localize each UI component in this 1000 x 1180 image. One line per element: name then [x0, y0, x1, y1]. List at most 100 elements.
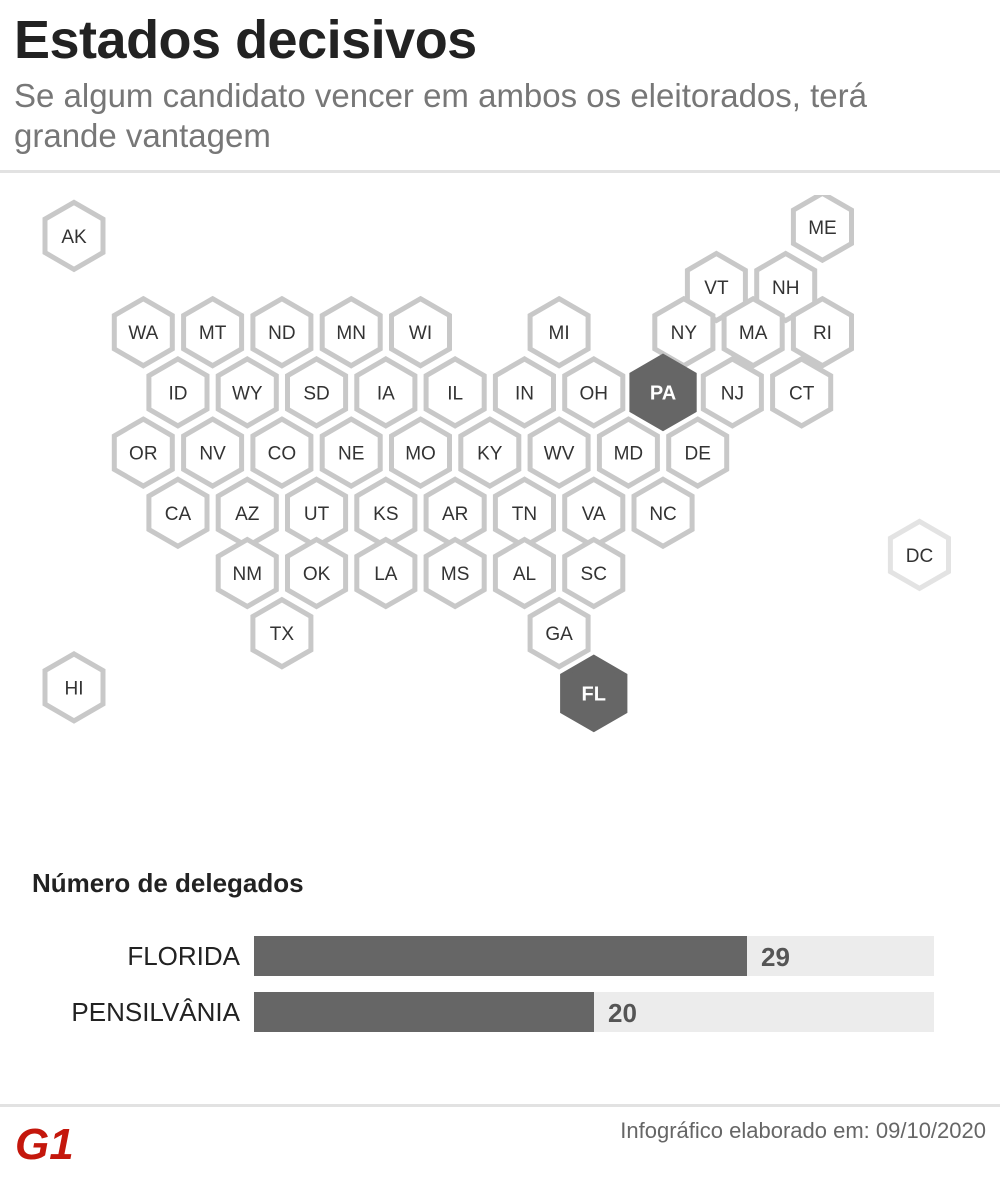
state-hexagon — [754, 250, 818, 324]
state-hexagon — [389, 295, 452, 369]
state-tile-in: IN — [492, 356, 556, 429]
state-hexagon — [562, 536, 626, 610]
state-hexagon — [111, 416, 175, 489]
state-hexagon — [319, 295, 383, 369]
state-hexagon — [146, 356, 210, 429]
state-tile-co: CO — [250, 416, 314, 489]
state-label: UT — [304, 504, 330, 525]
state-label: AZ — [235, 504, 260, 525]
state-hexagon — [42, 199, 106, 273]
state-hexagon — [319, 416, 383, 489]
state-tile-ks: KS — [354, 476, 418, 550]
state-hexagon — [458, 416, 522, 489]
state-label: CT — [789, 383, 815, 404]
bottom-divider — [0, 1104, 1000, 1107]
state-label: SC — [581, 564, 607, 585]
state-label: VT — [704, 278, 729, 299]
state-hexagon — [285, 536, 349, 610]
g1-logo-text: G1 — [15, 1122, 74, 1164]
state-label: NM — [232, 564, 262, 585]
state-hexagon — [629, 353, 697, 432]
state-label: WV — [544, 444, 575, 465]
bar-label: FLORIDA — [127, 941, 240, 971]
state-label: MO — [405, 444, 436, 465]
state-tile-sd: SD — [285, 356, 349, 429]
state-tile-de: DE — [666, 416, 730, 489]
state-tile-la: LA — [354, 536, 418, 610]
state-tile-nv: NV — [181, 416, 245, 489]
state-label: WA — [128, 323, 158, 344]
state-label: CO — [268, 444, 297, 465]
state-hexagon — [666, 416, 730, 489]
state-tile-vt: VT — [684, 250, 748, 324]
state-label: OH — [580, 383, 609, 404]
state-hexagon — [596, 416, 660, 489]
state-hexagon — [181, 295, 245, 369]
state-label: DC — [906, 546, 933, 567]
state-label: MD — [614, 444, 644, 465]
state-tile-ia: IA — [354, 356, 418, 429]
top-divider — [0, 170, 1000, 173]
state-tile-wa: WA — [111, 295, 175, 369]
state-hexagon — [770, 356, 834, 429]
state-hexagon — [389, 416, 452, 489]
g1-logo: G1 — [15, 1122, 74, 1164]
state-tile-ky: KY — [458, 416, 522, 489]
state-tile-ok: OK — [285, 536, 349, 610]
bar-track: 20 — [254, 992, 934, 1032]
state-hexagon — [285, 356, 349, 429]
state-hexagon — [684, 250, 748, 324]
state-label: TN — [512, 504, 537, 525]
state-label: MN — [336, 323, 366, 344]
state-hexagon — [250, 295, 314, 369]
state-tile-nm: NM — [215, 536, 279, 610]
state-tile-tx: TX — [250, 596, 314, 670]
state-label: MS — [441, 564, 470, 585]
state-label: ID — [168, 383, 187, 404]
state-tile-wy: WY — [215, 356, 279, 429]
state-label: IA — [377, 383, 395, 404]
state-tile-pa: PA — [629, 353, 697, 432]
state-tile-ak: AK — [42, 199, 106, 273]
state-hexagon — [560, 654, 628, 733]
state-label: ND — [268, 323, 295, 344]
bar-track: 29 — [254, 936, 934, 976]
footer-note: Infográfico elaborado em: 09/10/2020 — [620, 1118, 986, 1143]
state-hexagon — [790, 295, 854, 369]
state-label: MT — [199, 323, 227, 344]
state-tile-nj: NJ — [700, 356, 764, 429]
bar-value-label: 29 — [761, 942, 790, 972]
state-tile-mo: MO — [389, 416, 452, 489]
page-subtitle: Se algum candidato vencer em ambos os el… — [14, 77, 867, 154]
state-hexagon — [354, 536, 418, 610]
state-hexagon — [721, 295, 785, 369]
state-tile-md: MD — [596, 416, 660, 489]
state-label: IN — [515, 383, 534, 404]
state-hexagon — [631, 476, 695, 550]
state-hexagon — [215, 536, 279, 610]
state-label: WI — [409, 323, 432, 344]
state-hexagon — [887, 518, 951, 592]
bar — [254, 936, 747, 976]
state-tile-dc: DC — [887, 518, 951, 592]
state-tile-az: AZ — [215, 476, 279, 550]
state-hexagon — [146, 476, 210, 550]
state-label: DE — [684, 444, 710, 465]
state-label: AL — [513, 564, 536, 585]
state-tile-ri: RI — [790, 295, 854, 369]
state-label: NV — [199, 444, 226, 465]
state-hexagon — [250, 596, 314, 670]
state-tile-mn: MN — [319, 295, 383, 369]
state-label: PA — [650, 382, 676, 404]
state-label: OR — [129, 444, 158, 465]
state-tile-ct: CT — [770, 356, 834, 429]
state-tile-va: VA — [562, 476, 626, 550]
state-hexagon — [527, 295, 591, 369]
state-tile-ut: UT — [285, 476, 349, 550]
state-label: TX — [270, 624, 295, 645]
state-label: KY — [477, 444, 503, 465]
state-tile-il: IL — [423, 356, 487, 429]
state-label: KS — [373, 504, 398, 525]
state-tile-me: ME — [790, 195, 854, 264]
bar-value-label: 20 — [608, 998, 637, 1028]
